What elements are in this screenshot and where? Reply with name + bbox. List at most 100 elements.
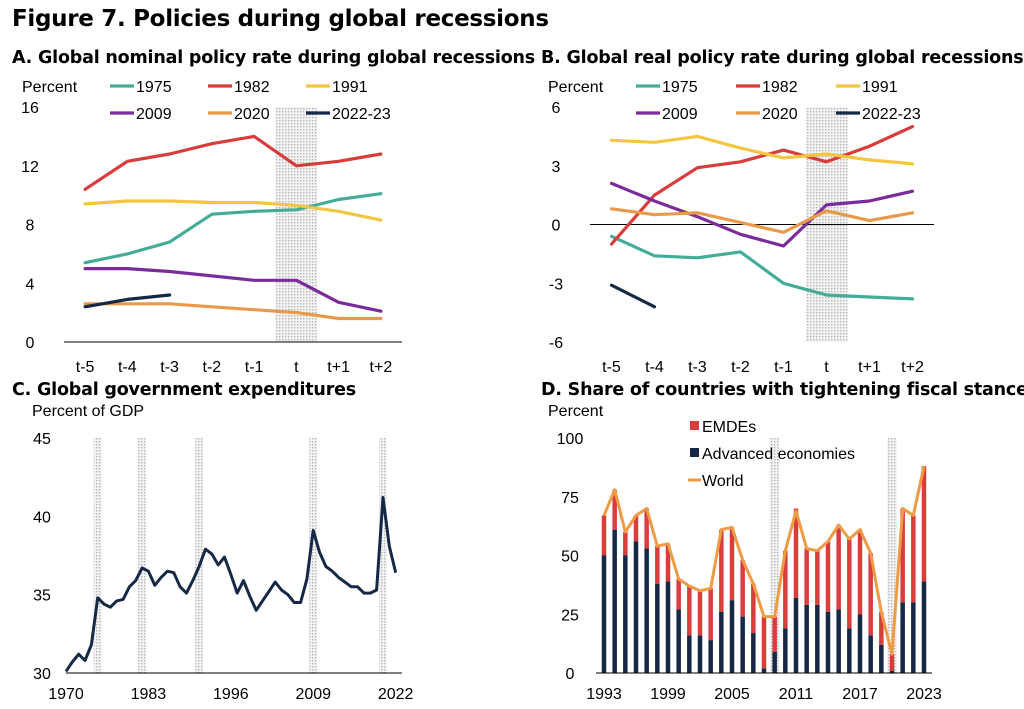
panel-a-y-label: Percent (22, 79, 78, 96)
panel-b-x-tick: t+1 (858, 359, 881, 376)
panel-d-recession-shade (887, 438, 897, 673)
panel-b-legend-label: 1991 (862, 79, 898, 96)
panel-d-bar-advanced (676, 609, 681, 673)
panel-a-title: A. Global nominal policy rate during glo… (12, 48, 536, 68)
panel-d-y-label: Percent (548, 403, 604, 420)
panel-b-y-tick: -6 (549, 335, 563, 352)
panel-a-legend-label: 2022-23 (332, 106, 391, 123)
panel-d-bar-emdes (825, 541, 831, 612)
panel-d-bar-emdes (889, 654, 895, 671)
panel-c-recession-shade (93, 438, 102, 673)
panel-b-x-tick: t (824, 359, 829, 376)
panel-d-bar-emdes (623, 532, 628, 556)
panel-c-y-tick: 35 (33, 588, 51, 605)
panel-c-y-tick: 30 (33, 666, 51, 683)
panel-a-legend-label: 2009 (136, 106, 172, 123)
panel-d-bar-emdes (676, 579, 681, 610)
panel-d-bar-advanced (921, 581, 927, 673)
panel-a-legend-label: 1982 (234, 79, 270, 96)
panel-d-recession-shade (769, 438, 780, 673)
panel-d-bar-advanced (633, 541, 639, 673)
panel-d-bar-emdes (665, 543, 671, 582)
panel-d-bar-emdes (729, 527, 735, 601)
panel-d-bar-advanced (644, 548, 649, 673)
panel-d-bar-advanced (815, 604, 820, 673)
panel-d-x-tick: 2017 (842, 686, 878, 703)
panel-a-y-tick: 12 (21, 159, 39, 176)
panel-b-x-tick: t-5 (602, 359, 621, 376)
panel-b-x-tick: t-1 (774, 359, 793, 376)
panel-d-bar-advanced (847, 628, 852, 673)
panel-d-title: D. Share of countries with tightening fi… (541, 380, 1024, 400)
panel-b-series-line-2009 (609, 181, 915, 248)
panel-c-y-tick: 45 (33, 431, 51, 448)
panel-d-bar-advanced (825, 611, 831, 673)
panel-d-bar-advanced (719, 611, 724, 673)
panel-a-series-line-2020 (83, 302, 383, 321)
panel-d-y-tick: 25 (561, 607, 579, 624)
panel-d-bar-emdes (633, 515, 639, 542)
panel-d-bar-emdes (815, 550, 820, 605)
panel-b-legend-label: 2020 (762, 106, 798, 123)
panel-d-bar-advanced (879, 644, 884, 673)
panel-c-title: C. Global government expenditures (12, 380, 357, 400)
panel-b-title: B. Global real policy rate during global… (541, 48, 1024, 68)
panel-d-y-tick: 75 (561, 490, 579, 507)
panel-d-x-tick: 2011 (779, 686, 814, 703)
panel-d-bar-advanced (655, 583, 660, 673)
panel-d-bar-advanced (665, 581, 671, 673)
panel-d-bar-emdes (857, 529, 863, 615)
panel-b-legend-label: 2022-23 (862, 106, 921, 123)
panel-d-legend-label: Advanced economies (702, 446, 855, 463)
panel-a-series-line-1991 (83, 199, 383, 222)
panel-b-series-line-1991 (609, 134, 915, 166)
panel-d-bar-emdes (921, 466, 927, 582)
panel-d-bar-advanced (729, 600, 735, 673)
figure-title: Figure 7. Policies during global recessi… (12, 6, 549, 32)
panel-d-bar-emdes (868, 553, 873, 636)
panel-a-x-tick: t (294, 359, 299, 376)
panel-a-legend-label: 2020 (234, 106, 270, 123)
panel-d-bar-emdes (601, 515, 607, 556)
panel-b-series-line-2020 (609, 207, 915, 234)
panel-d-bar-emdes (708, 588, 713, 641)
panel-c-x-tick: 1983 (131, 686, 167, 703)
panel-d-legend-swatch (690, 421, 699, 430)
panel-d-bar-emdes (783, 550, 788, 629)
panel-d-bar-advanced (793, 597, 799, 673)
panel-d-bar-emdes (644, 508, 649, 549)
panel-d-bar-advanced (761, 668, 767, 673)
panel-b-y-tick: -3 (549, 276, 563, 293)
panel-d-y-tick: 0 (566, 666, 575, 683)
panel-d-bar-emdes (751, 583, 756, 634)
panel-c-y-label: Percent of GDP (32, 403, 144, 420)
panel-b-series-line-1982 (609, 124, 915, 246)
panel-c-recession-shade (309, 438, 318, 673)
panel-b-x-tick: t-3 (688, 359, 707, 376)
panel-d-bar-emdes (655, 546, 660, 584)
panel-d-bar-advanced (772, 651, 777, 673)
panel-d-x-tick: 2005 (714, 686, 750, 703)
panel-c-x-tick: 1996 (213, 686, 249, 703)
panel-d-bar-emdes (900, 508, 905, 603)
panel-a-x-tick: t-4 (118, 359, 137, 376)
panel-d-bar-emdes (847, 539, 852, 629)
panel-d-bar-emdes (687, 586, 692, 636)
panel-b-y-label: Percent (548, 79, 604, 96)
panel-a-recession-shade (275, 107, 318, 342)
panel-d-x-tick: 1999 (650, 686, 686, 703)
panel-d-x-tick: 2023 (906, 686, 942, 703)
panel-c-recession-shade (378, 438, 387, 673)
panel-d-bar-emdes (719, 529, 724, 612)
panel-d-bar-advanced (740, 616, 745, 673)
panel-b-legend-label: 1975 (662, 79, 698, 96)
panel-d-bar-advanced (857, 614, 863, 673)
panel-b-x-tick: t+2 (901, 359, 924, 376)
panel-d-bar-advanced (697, 635, 703, 673)
panel-d-bar-emdes (697, 590, 703, 636)
panel-a-legend-label: 1975 (136, 79, 172, 96)
panel-b-x-tick: t-2 (731, 359, 750, 376)
panel-a-x-tick: t+1 (327, 359, 350, 376)
panel-d-bar-emdes (879, 611, 884, 645)
